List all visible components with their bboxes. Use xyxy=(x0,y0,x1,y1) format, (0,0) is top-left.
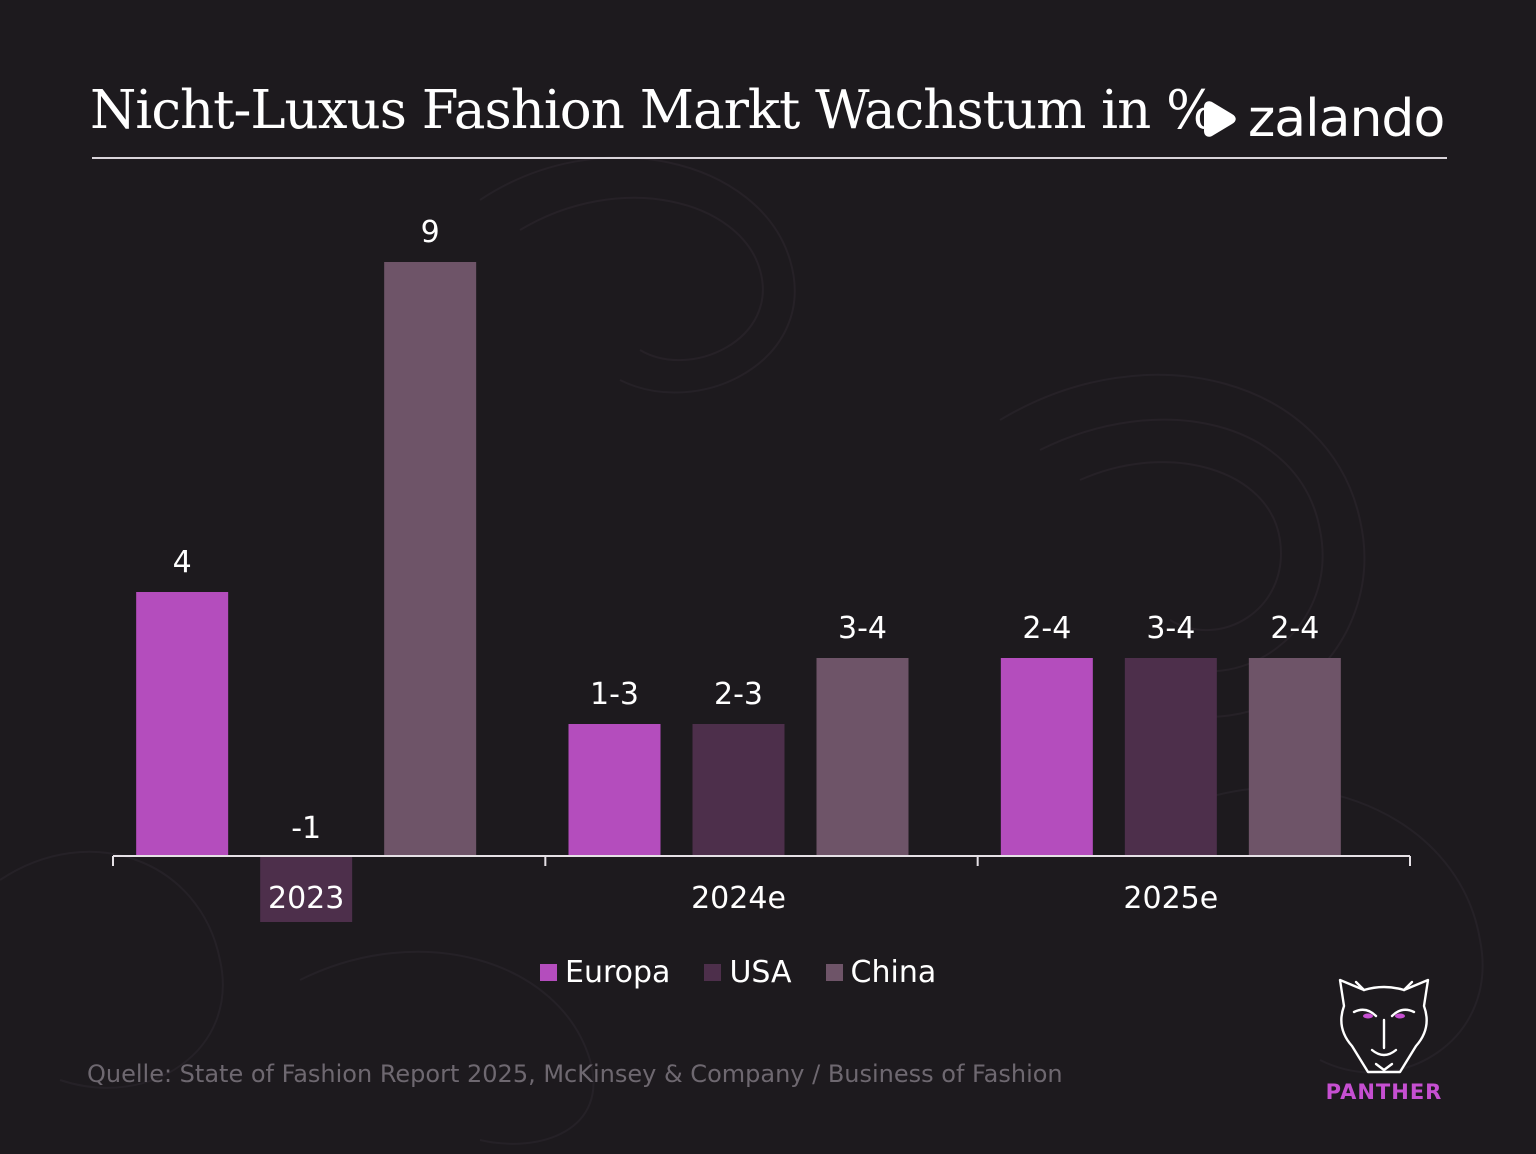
legend-swatch-china xyxy=(825,964,843,981)
legend-label-china: China xyxy=(850,955,937,990)
zalando-play-icon xyxy=(1204,101,1236,137)
bar-china-2023 xyxy=(384,262,477,856)
data-label-china-2023: 9 xyxy=(421,215,440,250)
page-title: Nicht-Luxus Fashion Markt Wachstum in % xyxy=(90,80,1216,141)
legend-label-europa: Europa xyxy=(565,955,671,990)
bar-europa-2023 xyxy=(136,592,229,856)
data-label-usa-2023: -1 xyxy=(291,811,321,846)
chart-legend: Europa USA China xyxy=(540,955,936,990)
x-tick-label-2024e: 2024e xyxy=(691,881,786,916)
bar-china-2025e xyxy=(1248,658,1341,856)
legend-swatch-usa xyxy=(704,964,722,981)
title-divider xyxy=(92,157,1447,159)
legend-item-china: China xyxy=(825,955,937,990)
legend-item-usa: USA xyxy=(704,955,792,990)
bar-europa-2024e xyxy=(568,724,661,856)
bar-usa-2025e xyxy=(1124,658,1217,856)
panther-label: PANTHER xyxy=(1325,1080,1443,1104)
bar-usa-2023 xyxy=(260,856,353,922)
legend-item-europa: Europa xyxy=(540,955,670,990)
panther-head-icon xyxy=(1338,978,1430,1074)
legend-label-usa: USA xyxy=(729,955,792,990)
x-tick-label-2023: 2023 xyxy=(268,881,344,916)
brand-name: zalando xyxy=(1248,89,1445,149)
bar-europa-2025e xyxy=(1000,658,1093,856)
data-label-china-2025e: 2-4 xyxy=(1270,611,1319,646)
data-label-europa-2024e: 1-3 xyxy=(590,677,639,712)
brand-logo: zalando xyxy=(1198,84,1445,154)
data-label-usa-2024e: 2-3 xyxy=(714,677,763,712)
panther-logo: PANTHER xyxy=(1320,972,1448,1107)
bar-china-2024e xyxy=(816,658,909,856)
data-label-europa-2023: 4 xyxy=(173,545,192,580)
x-tick-label-2025e: 2025e xyxy=(1123,881,1218,916)
bar-usa-2024e xyxy=(692,724,785,856)
data-label-europa-2025e: 2-4 xyxy=(1022,611,1071,646)
data-label-china-2024e: 3-4 xyxy=(838,611,887,646)
legend-swatch-europa xyxy=(540,964,557,981)
source-note: Quelle: State of Fashion Report 2025, Mc… xyxy=(87,1060,1063,1088)
data-label-usa-2025e: 3-4 xyxy=(1146,611,1195,646)
